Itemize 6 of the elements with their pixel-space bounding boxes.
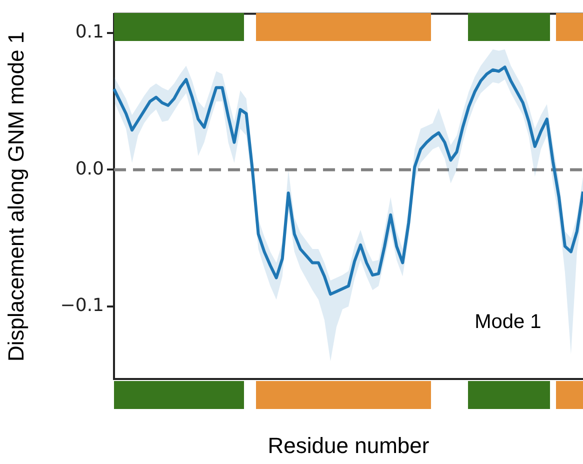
y-axis-title: Displacement along GNM mode 1	[3, 31, 28, 362]
y-tick-label: 0.0	[75, 158, 104, 180]
x-axis-title: Residue number	[268, 432, 430, 458]
annotation: Mode 1	[474, 310, 542, 333]
y-tick-label: −0.1	[60, 295, 104, 316]
y-tick-label: 0.1	[75, 22, 104, 43]
